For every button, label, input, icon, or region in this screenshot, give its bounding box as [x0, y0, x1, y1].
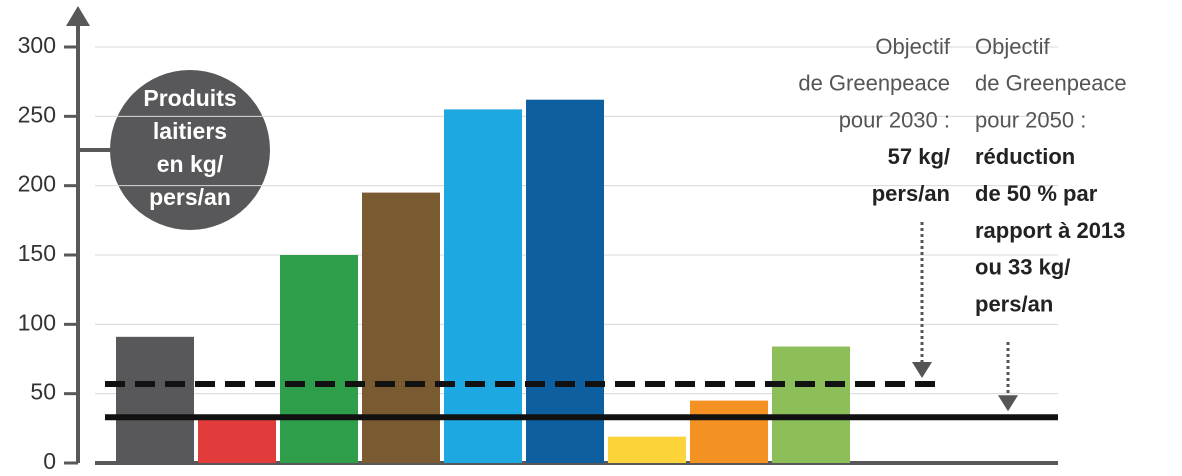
- annotation: réduction: [975, 144, 1075, 169]
- y-axis-arrow: [66, 6, 90, 26]
- y-tick-label: 300: [18, 32, 56, 58]
- annotation: de 50 % par: [975, 181, 1098, 206]
- annotation-arrowhead: [912, 361, 932, 378]
- bar: [198, 420, 276, 463]
- y-tick-label: 0: [43, 448, 56, 474]
- annotation: de Greenpeace: [975, 71, 1127, 96]
- y-tick-label: 50: [30, 379, 56, 405]
- annotation: 57 kg/: [888, 144, 950, 169]
- annotation: ou 33 kg/: [975, 255, 1070, 280]
- annotation: Objectif: [875, 34, 950, 59]
- bar: [772, 346, 850, 463]
- y-tick-label: 200: [18, 171, 56, 197]
- annotation-arrowhead: [998, 395, 1018, 412]
- bar: [608, 436, 686, 463]
- y-tick-label: 100: [18, 309, 56, 335]
- bar: [116, 336, 194, 463]
- axis-label: Produits: [143, 85, 236, 111]
- y-tick-label: 250: [18, 101, 56, 127]
- axis-label: en kg/: [157, 151, 224, 177]
- bar: [690, 400, 768, 463]
- annotation: Objectif: [975, 34, 1050, 59]
- y-tick-label: 150: [18, 240, 56, 266]
- label-badge: [110, 70, 270, 230]
- annotation: pour 2030 :: [839, 107, 950, 132]
- bar: [362, 192, 440, 463]
- annotation: rapport à 2013: [975, 218, 1125, 243]
- annotation: de Greenpeace: [798, 71, 950, 96]
- bar: [444, 109, 522, 464]
- axis-label: pers/an: [149, 184, 231, 210]
- bar: [526, 99, 604, 464]
- annotation: pers/an: [872, 181, 950, 206]
- bar: [280, 255, 358, 463]
- annotation: pers/an: [975, 291, 1053, 316]
- annotation: pour 2050 :: [975, 107, 1086, 132]
- axis-label: laitiers: [153, 118, 227, 144]
